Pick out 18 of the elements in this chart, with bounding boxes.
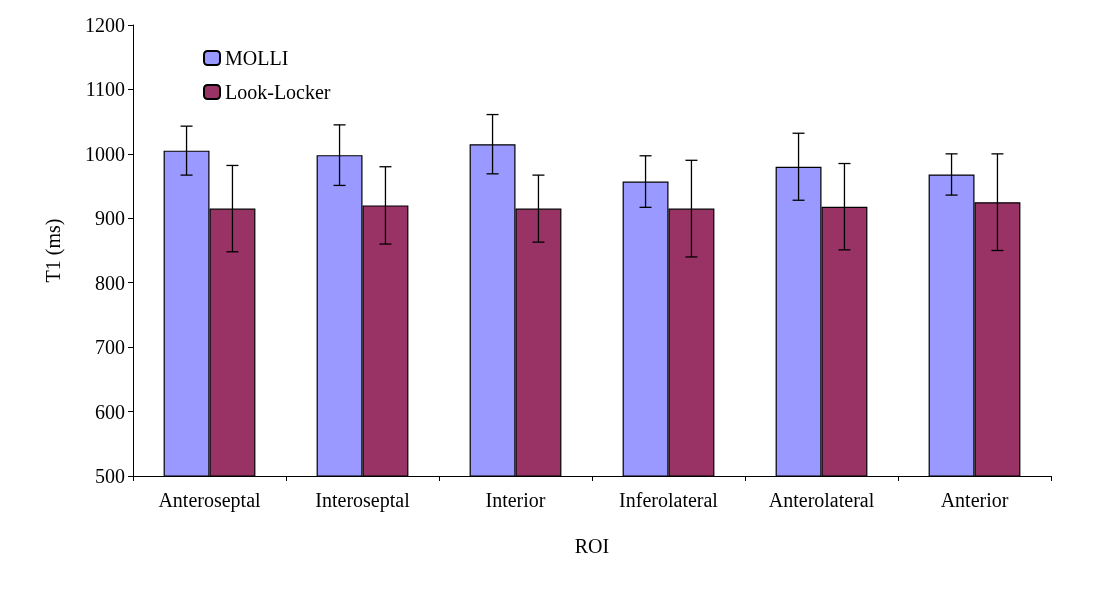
legend-label: MOLLI	[225, 47, 289, 69]
x-tick-label: Inferolateral	[619, 489, 719, 511]
y-tick-label: 1200	[85, 14, 125, 36]
legend-label: Look-Locker	[225, 81, 331, 103]
x-tick-label: Anterior	[940, 489, 1009, 511]
x-axis-title: ROI	[574, 535, 610, 557]
x-tick-label: Interior	[485, 489, 546, 511]
y-tick-label: 900	[95, 207, 125, 230]
y-tick-label: 1000	[85, 142, 125, 165]
y-axis-title: T1 (ms)	[42, 218, 65, 283]
x-tick-label: Anterolateral	[768, 489, 875, 511]
x-tick-label: Anteroseptal	[158, 489, 262, 512]
y-tick-label: 800	[95, 271, 125, 294]
x-tick-label: Interoseptal	[315, 489, 411, 512]
y-tick-label: 1100	[85, 78, 125, 101]
y-tick-label: 600	[95, 400, 125, 423]
y-tick-label: 500	[95, 465, 125, 487]
y-tick-label: 700	[95, 336, 125, 359]
